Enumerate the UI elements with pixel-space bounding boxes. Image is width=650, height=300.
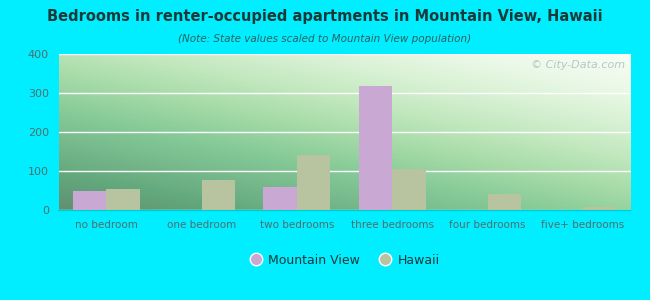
Legend: Mountain View, Hawaii: Mountain View, Hawaii [244,249,445,272]
Bar [392,169,426,210]
Bar [583,207,616,210]
Text: (Note: State values scaled to Mountain View population): (Note: State values scaled to Mountain V… [179,34,471,44]
Bar [106,189,140,210]
Bar [297,155,330,210]
Text: Bedrooms in renter-occupied apartments in Mountain View, Hawaii: Bedrooms in renter-occupied apartments i… [47,9,603,24]
Bar [202,180,235,210]
Bar [263,187,297,210]
Bar [73,190,106,210]
Text: © City-Data.com: © City-Data.com [530,60,625,70]
Bar [359,86,392,210]
Bar [488,194,521,210]
